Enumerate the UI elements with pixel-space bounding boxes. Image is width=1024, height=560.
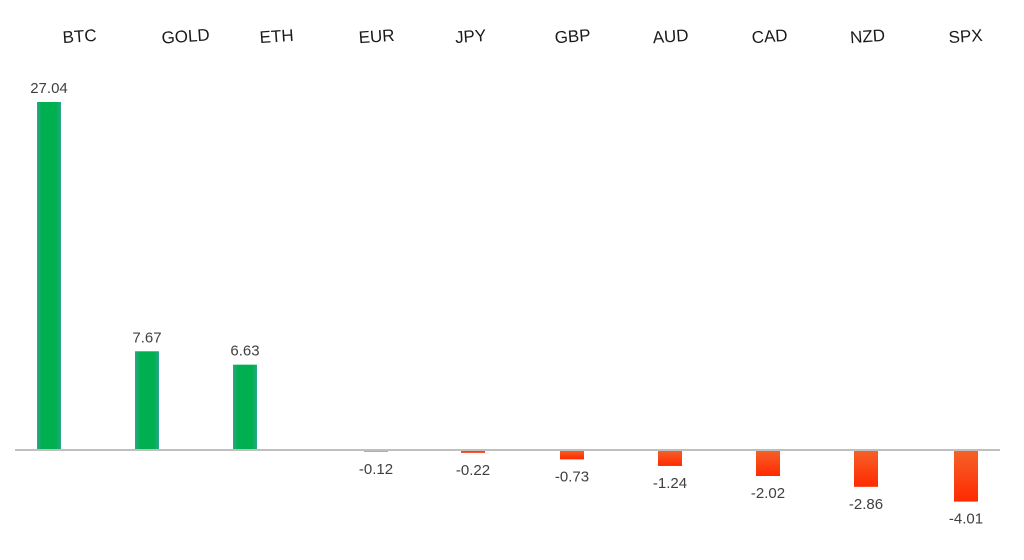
category-label-btc: BTC <box>62 26 97 47</box>
value-label-btc: 27.04 <box>30 80 68 97</box>
value-label-nzd: -2.86 <box>849 496 883 513</box>
value-label-eur: -0.12 <box>359 461 393 478</box>
value-label-cad: -2.02 <box>751 485 785 502</box>
category-label-gbp: GBP <box>554 26 591 47</box>
bar-btc <box>37 102 61 450</box>
bar-aud <box>658 450 682 466</box>
value-label-spx: -4.01 <box>949 511 983 528</box>
bar-nzd <box>854 450 878 487</box>
bar-spx <box>954 450 978 502</box>
category-label-jpy: JPY <box>454 26 486 47</box>
category-label-aud: AUD <box>652 26 689 47</box>
bar-gbp <box>560 450 584 460</box>
category-label-nzd: NZD <box>850 26 886 47</box>
bar-gold <box>135 351 159 450</box>
value-label-jpy: -0.22 <box>456 462 490 479</box>
value-label-gold: 7.67 <box>132 329 161 346</box>
category-label-eur: EUR <box>358 26 395 47</box>
value-label-gbp: -0.73 <box>555 468 589 485</box>
category-label-spx: SPX <box>948 26 983 47</box>
value-label-aud: -1.24 <box>653 475 687 492</box>
category-label-cad: CAD <box>751 26 788 47</box>
category-label-gold: GOLD <box>161 25 210 47</box>
bar-jpy <box>461 450 485 453</box>
category-label-eth: ETH <box>259 26 294 47</box>
bar-cad <box>756 450 780 476</box>
value-label-eth: 6.63 <box>230 343 259 360</box>
bar-eth <box>233 364 257 450</box>
